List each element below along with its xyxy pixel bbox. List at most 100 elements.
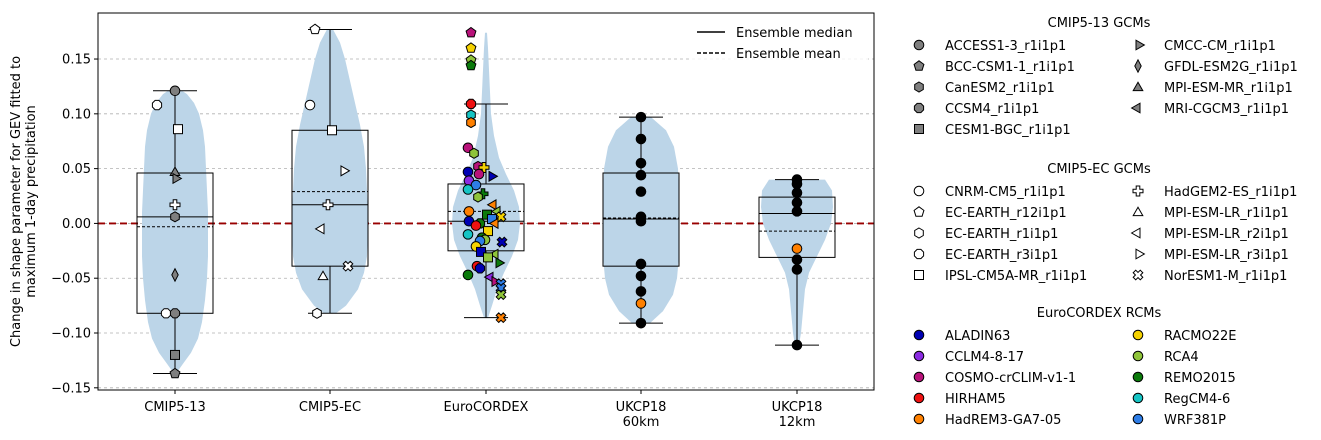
data-point: [635, 186, 647, 197]
violin-layer: [142, 29, 833, 374]
data-point: [470, 179, 482, 191]
data-point: [169, 308, 181, 319]
legend-eurocordex-label: RACMO22E: [1164, 329, 1236, 344]
legend-eurocordex-label: REMO2015: [1164, 371, 1236, 386]
data-point: [488, 217, 499, 230]
legend-cmip5-ec-marker: [1132, 206, 1144, 217]
data-point: [309, 23, 321, 35]
legend-cmip5-ec-marker-shape: [1132, 269, 1144, 281]
legend-eurocordex-marker: [1132, 329, 1144, 341]
legend-cmip5-13-marker: [1135, 39, 1146, 51]
legend-eurocordex-marker: [1132, 413, 1144, 425]
data-point: [495, 312, 507, 324]
data-point: [635, 133, 647, 145]
legend-eurocordex-label: HadREM3-GA7-05: [945, 413, 1061, 428]
data-point: [791, 187, 803, 199]
data-point: [465, 42, 477, 53]
y-tick-label: 0.10: [62, 107, 91, 122]
legend-layer: Ensemble median Ensemble mean CMIP5-13 GCM…: [690, 16, 1298, 428]
data-point: [466, 117, 476, 129]
data-point: [469, 147, 479, 159]
data-point: [791, 264, 803, 275]
legend-cmip5-13-label: BCC-CSM1-1_r1i1p1: [945, 60, 1075, 75]
data-point-shape: [495, 312, 507, 324]
legend-cmip5-ec-label: HadGEM2-ES_r1i1p1: [1164, 185, 1297, 200]
legend-cmip5-13-marker: [913, 39, 925, 51]
legend-cmip5-13-marker: [1134, 58, 1142, 74]
data-point: [304, 99, 316, 111]
y-tick-label: 0.05: [62, 162, 91, 177]
data-point: [635, 317, 647, 329]
x-tick-label: 12km: [779, 415, 816, 430]
y-tick-label: −0.10: [51, 327, 91, 342]
data-point: [476, 246, 486, 257]
legend-cmip5-13-label: CanESM2_r1i1p1: [945, 81, 1055, 96]
legend-eurocordex-marker: [1132, 350, 1144, 362]
data-point: [169, 199, 181, 211]
legend-cmip5-ec-marker: [913, 185, 925, 197]
data-point-shape: [495, 289, 507, 301]
data-point: [635, 157, 647, 169]
legend-cmip5-13-label: CESM1-BGC_r1i1p1: [945, 123, 1071, 138]
legend-eurocordex-label: CCLM4-8-17: [945, 350, 1024, 365]
data-point: [635, 298, 647, 309]
y-tick-label: 0.00: [62, 217, 91, 232]
legend-eurocordex-label: WRF381P: [1164, 413, 1226, 428]
data-point: [340, 165, 351, 177]
legend-cmip5-13-marker: [1130, 102, 1141, 114]
legend-cmip5-13-label: CMCC-CM_r1i1p1: [1164, 39, 1276, 54]
data-point: [486, 199, 497, 211]
legend-eurocordex-marker: [913, 371, 925, 383]
data-point: [635, 270, 647, 282]
legend-eurocordex-label: RegCM4-6: [1164, 392, 1230, 407]
y-tick-label: −0.15: [51, 381, 91, 396]
data-point: [791, 206, 803, 217]
legend-cmip5-13-label: MPI-ESM-MR_r1i1p1: [1164, 81, 1293, 96]
data-point: [160, 308, 172, 319]
plot-legend-bg: [690, 20, 868, 64]
legend-cmip5-13-label: GFDL-ESM2G_r1i1p1: [1164, 60, 1298, 75]
data-point: [791, 254, 803, 265]
legend-eurocordex-label: HIRHAM5: [945, 392, 1006, 407]
data-point: [791, 178, 803, 190]
legend-cmip5-ec-marker: [914, 227, 924, 239]
data-point: [791, 197, 803, 208]
violin-0: [142, 90, 208, 374]
legend-cmip5-ec-label: EC-EARTH_r3i1p1: [945, 248, 1058, 263]
legend-cmip5-13-label: ACCESS1-3_r1i1p1: [945, 39, 1066, 54]
data-point: [635, 111, 647, 123]
legend-cmip5-13-label: MRI-CGCM3_r1i1p1: [1164, 102, 1289, 117]
legend-cmip5-13-label: CCSM4_r1i1p1: [945, 102, 1039, 117]
data-point: [462, 184, 474, 195]
data-point: [495, 211, 507, 223]
data-point: [172, 172, 183, 185]
axes-layer: −0.15 −0.10 −0.05 0.00 0.05 0.10 0.15 CMIP5-13 C…: [9, 12, 875, 430]
legend-eurocordex-marker: [913, 329, 925, 341]
data-point: [635, 215, 647, 227]
data-point: [151, 99, 163, 111]
legend-cmip5-ec-label: IPSL-CM5A-MR_r1i1p1: [945, 269, 1087, 284]
data-point: [465, 26, 477, 38]
legend-eurocordex-label: COSMO-crCLIM-v1-1: [945, 371, 1076, 386]
data-point: [462, 269, 474, 281]
data-point: [473, 168, 485, 180]
data-point: [327, 125, 337, 136]
legend-eurocordex-label: RCA4: [1164, 350, 1199, 365]
x-tick-label: CMIP5-EC: [299, 400, 361, 415]
data-point: [312, 307, 322, 319]
legend-cmip5-ec-marker: [1132, 269, 1144, 281]
data-point-shape: [496, 236, 508, 248]
data-point: [488, 170, 499, 182]
data-point: [635, 286, 647, 297]
data-point: [342, 260, 354, 272]
legend-eurocordex-marker: [913, 413, 925, 425]
legend-eurocordex-marker: [1132, 371, 1144, 383]
x-tick-label: EuroCORDEX: [444, 400, 529, 415]
legend-cmip5-ec-marker: [1132, 185, 1144, 197]
data-point: [170, 349, 180, 360]
data-point: [463, 206, 475, 217]
legend-cmip5-13-marker: [914, 124, 924, 134]
legend-cmip5-ec-marker: [914, 270, 924, 280]
data-point-shape: [342, 260, 354, 272]
